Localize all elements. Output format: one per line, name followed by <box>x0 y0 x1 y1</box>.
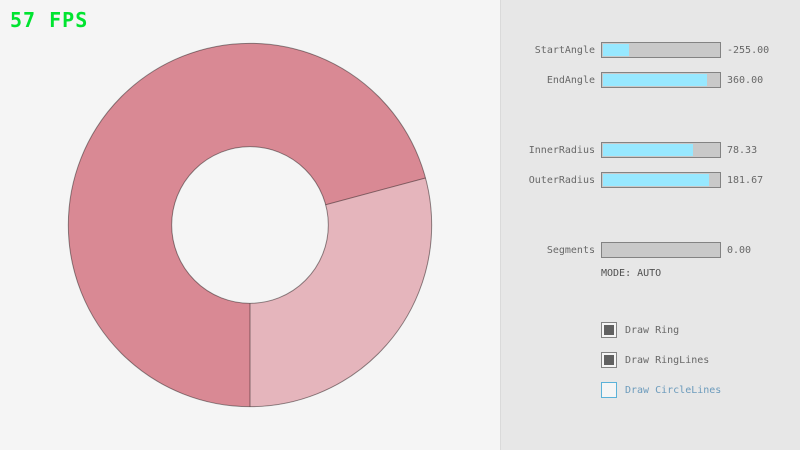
draw-ring-checkbox[interactable] <box>601 322 617 338</box>
slider-row-innerradius: InnerRadius 78.33 <box>501 140 800 160</box>
slider-row-outerradius: OuterRadius 181.67 <box>501 170 800 190</box>
draw-circlelines-checkbox[interactable] <box>601 382 617 398</box>
innerradius-value: 78.33 <box>727 144 758 156</box>
segments-mode-label: MODE: AUTO <box>601 268 662 279</box>
draw-circlelines-checkbox-label: Draw CircleLines <box>625 384 722 396</box>
fps-counter: 57 FPS <box>10 8 89 32</box>
outerradius-label: OuterRadius <box>528 174 595 186</box>
endangle-slider[interactable] <box>601 72 721 88</box>
endangle-slider-fill <box>603 74 708 86</box>
startangle-slider[interactable] <box>601 42 721 58</box>
draw-ringlines-checkbox[interactable] <box>601 352 617 368</box>
slider-row-endangle: EndAngle 360.00 <box>501 70 800 90</box>
slider-row-segments: Segments 0.00 <box>501 240 800 260</box>
startangle-slider-fill <box>603 44 629 56</box>
checkmark-icon <box>604 355 614 365</box>
outerradius-slider-fill <box>603 174 709 186</box>
checkmark-icon <box>604 325 614 335</box>
checkbox-draw-ring[interactable]: Draw Ring <box>601 321 679 339</box>
outerradius-slider[interactable] <box>601 172 721 188</box>
innerradius-slider-fill <box>603 144 694 156</box>
controls-panel: StartAngle -255.00 EndAngle 360.00 Inner… <box>500 0 800 450</box>
draw-ring-checkbox-label: Draw Ring <box>625 324 680 336</box>
outerradius-value: 181.67 <box>727 174 764 186</box>
innerradius-slider[interactable] <box>601 142 721 158</box>
endangle-label: EndAngle <box>546 74 595 86</box>
segments-slider[interactable] <box>601 242 721 258</box>
checkbox-draw-ringlines[interactable]: Draw RingLines <box>601 351 709 369</box>
startangle-label: StartAngle <box>534 44 595 56</box>
segments-label: Segments <box>546 244 595 256</box>
innerradius-label: InnerRadius <box>528 144 595 156</box>
draw-ringlines-checkbox-label: Draw RingLines <box>625 354 710 366</box>
slider-row-startangle: StartAngle -255.00 <box>501 40 800 60</box>
startangle-value: -255.00 <box>727 44 770 56</box>
segments-value: 0.00 <box>727 244 752 256</box>
checkbox-draw-circlelines[interactable]: Draw CircleLines <box>601 381 721 399</box>
endangle-value: 360.00 <box>727 74 764 86</box>
